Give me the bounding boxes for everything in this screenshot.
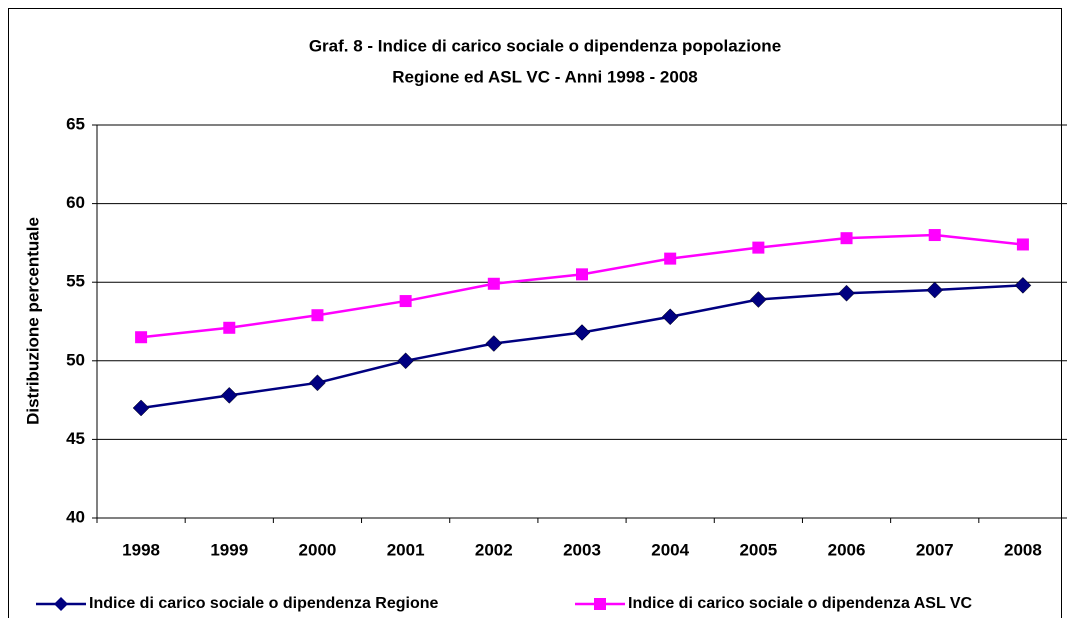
data-point (399, 295, 412, 308)
x-tick-label: 2003 (563, 540, 601, 559)
data-point (838, 284, 855, 302)
data-point (309, 374, 326, 392)
data-point (840, 232, 853, 245)
data-point (220, 387, 238, 404)
data-point (573, 324, 591, 341)
x-tick-label: 2006 (828, 540, 866, 559)
chart-border (8, 8, 1062, 618)
x-tick-label: 1999 (210, 540, 248, 559)
data-point (664, 252, 677, 265)
legend-label: Indice di carico sociale o dipendenza Re… (89, 595, 439, 612)
x-tick-label: 2008 (1004, 540, 1042, 559)
data-point (752, 241, 765, 254)
data-point (750, 291, 767, 308)
x-tick-label: 2005 (739, 540, 777, 559)
data-point (397, 352, 414, 370)
data-point (661, 308, 679, 326)
chart-title: Graf. 8 - Indice di carico sociale o dip… (309, 36, 781, 55)
legend-marker (594, 598, 606, 610)
y-tick-label: 65 (66, 114, 85, 133)
y-axis-label: Distribuzione percentuale (23, 217, 42, 425)
data-point (576, 268, 588, 281)
data-point (223, 321, 236, 334)
legend-marker (54, 597, 68, 611)
data-point (135, 331, 148, 344)
y-tick-label: 50 (66, 350, 85, 369)
y-tick-label: 45 (66, 429, 85, 448)
y-tick-label: 60 (66, 193, 85, 212)
x-tick-label: 2002 (475, 540, 513, 559)
legend-label: Indice di carico sociale o dipendenza AS… (628, 595, 973, 612)
data-point (487, 277, 500, 290)
x-tick-label: 2007 (916, 540, 954, 559)
data-point (926, 281, 944, 299)
x-tick-label: 2001 (387, 540, 425, 559)
data-point (485, 335, 503, 352)
data-point (132, 399, 150, 417)
y-tick-label: 40 (66, 507, 85, 526)
y-tick-label: 55 (66, 272, 85, 291)
data-point (1016, 238, 1029, 251)
x-tick-label: 2000 (299, 540, 337, 559)
x-tick-label: 2004 (651, 540, 689, 559)
chart-subtitle: Regione ed ASL VC - Anni 1998 - 2008 (392, 67, 697, 86)
data-point (1014, 276, 1032, 294)
data-point (311, 309, 324, 322)
data-point (928, 229, 941, 242)
x-tick-label: 1998 (122, 540, 160, 559)
